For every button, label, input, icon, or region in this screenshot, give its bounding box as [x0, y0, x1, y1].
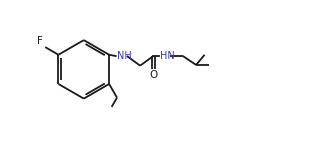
- Text: F: F: [37, 36, 43, 46]
- Text: O: O: [149, 70, 157, 80]
- Text: NH: NH: [117, 51, 131, 61]
- Text: HN: HN: [161, 51, 175, 61]
